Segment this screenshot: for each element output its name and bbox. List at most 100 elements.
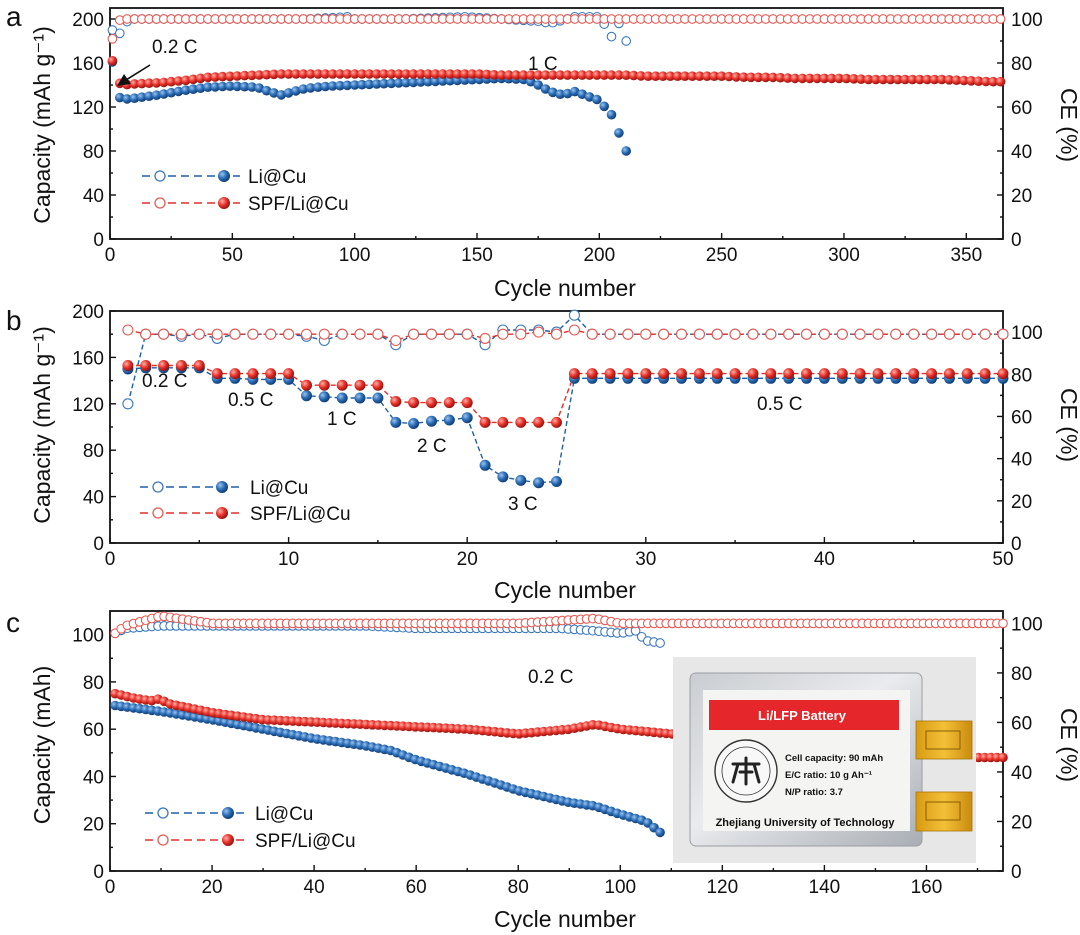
series-spf-li-cu-ce [107, 14, 1006, 44]
point-spf-li-cu-capacity [586, 368, 598, 380]
point-spf-li-cu-capacity [731, 72, 742, 82]
point-spf-li-cu-capacity [349, 69, 360, 79]
point-li-cu-capacity [386, 78, 397, 89]
point-li-cu-capacity [415, 77, 426, 87]
panel-b-marks [122, 309, 1009, 489]
point-li-cu-capacity [276, 90, 287, 100]
legend-marker-spf-li-cu-capacity [216, 507, 228, 519]
point-spf-li-cu-capacity [599, 70, 609, 80]
point-li-cu-capacity [445, 75, 455, 86]
point-li-cu-capacity [225, 81, 235, 91]
point-spf-li-cu-ce [568, 324, 580, 336]
point-spf-li-cu-capacity [217, 71, 228, 82]
point-spf-li-cu-capacity [265, 368, 277, 380]
point-spf-li-cu-ce [783, 328, 795, 340]
point-spf-li-cu-capacity [555, 70, 565, 80]
point-spf-li-cu-ce [211, 328, 223, 340]
point-li-cu-capacity [570, 86, 580, 97]
point-spf-li-cu-capacity [711, 368, 723, 380]
point-spf-li-cu-capacity [188, 74, 198, 85]
plot-frame [109, 610, 1004, 872]
point-spf-li-cu-ce [979, 328, 991, 340]
point-spf-li-cu-capacity [181, 75, 191, 86]
x-tick-label: 100 [339, 245, 371, 266]
point-spf-li-cu-capacity [944, 75, 954, 85]
point-spf-li-cu-capacity [872, 368, 884, 380]
point-li-cu-capacity [540, 84, 551, 94]
point-spf-li-cu-capacity [371, 69, 382, 79]
point-spf-li-cu-capacity [783, 368, 795, 380]
y2-tick-label: 100 [1011, 323, 1043, 344]
point-spf-li-cu-capacity [335, 69, 345, 79]
point-spf-li-cu-capacity [452, 69, 463, 79]
point-spf-li-cu-capacity [390, 396, 402, 407]
point-spf-li-cu-capacity [577, 70, 587, 80]
y2-tick-label: 0 [1011, 230, 1022, 251]
x-tick-label: 80 [508, 877, 529, 898]
point-li-cu-capacity [254, 83, 264, 93]
point-spf-li-cu-capacity [716, 71, 727, 81]
point-li-cu-ce [122, 398, 134, 410]
point-spf-li-cu-capacity [658, 368, 670, 380]
series-spf-li-cu-ce [122, 324, 1009, 347]
legend-entry-li-cu: Li@Cu [145, 804, 313, 825]
point-li-cu-capacity [232, 81, 242, 92]
point-spf-li-cu-capacity [959, 75, 969, 86]
point-spf-li-cu-capacity [988, 76, 998, 87]
point-spf-li-cu-capacity [621, 70, 631, 80]
point-spf-li-cu-capacity [122, 360, 134, 371]
point-spf-li-cu-capacity [474, 69, 485, 79]
point-li-cu-capacity [318, 391, 330, 403]
point-spf-li-cu-ce [604, 328, 616, 340]
annotation-arrow-line [125, 64, 151, 81]
legend-label-li-cu: Li@Cu [250, 478, 308, 499]
point-spf-li-cu-capacity [144, 78, 154, 88]
series-li-cu-capacity [122, 362, 1009, 489]
panel-c-annotation-0: 0.2 C [528, 667, 573, 688]
point-spf-li-cu-capacity [158, 360, 170, 371]
point-spf-li-cu-capacity [893, 74, 903, 85]
point-li-cu-capacity [497, 471, 509, 483]
point-spf-li-cu-capacity [261, 69, 272, 80]
panel-a-xlabel: Cycle number [494, 275, 636, 301]
point-spf-li-cu-capacity [775, 72, 786, 83]
panel-b-annotation-2: 1 C [327, 409, 357, 430]
battery-photo: Li/LFP Battery Cell capacity: 90 mAh E/C… [673, 657, 976, 863]
y-tick-label: 80 [83, 142, 104, 163]
y2-tick-label: 60 [1011, 407, 1032, 428]
point-spf-li-cu-capacity [636, 71, 646, 81]
point-spf-li-cu-capacity [408, 69, 419, 79]
point-spf-li-cu-capacity [195, 73, 206, 84]
point-li-cu-capacity [247, 82, 257, 92]
point-spf-li-cu-capacity [551, 416, 562, 428]
legend-entry-li-cu: Li@Cu [142, 167, 306, 188]
point-spf-li-cu-capacity [229, 368, 241, 380]
point-li-cu-capacity [479, 459, 491, 471]
point-spf-li-cu-capacity [479, 416, 491, 428]
point-spf-li-cu-capacity [841, 73, 852, 84]
battery-spec-line-0: Cell capacity: 90 mAh [785, 753, 883, 764]
y-tick-label: 120 [72, 98, 104, 119]
point-spf-li-cu-ce [425, 328, 438, 340]
point-spf-li-cu-capacity [584, 70, 595, 80]
point-spf-li-cu-capacity [430, 69, 441, 79]
point-li-cu-capacity [426, 415, 437, 427]
point-spf-li-cu-capacity [782, 73, 793, 83]
point-spf-li-cu-capacity [276, 69, 287, 79]
y2-tick-label: 60 [1011, 713, 1032, 734]
point-li-cu-capacity [122, 94, 132, 104]
point-spf-li-cu-ce [658, 328, 670, 340]
panel-b-annotation-3: 2 C [417, 436, 447, 457]
point-spf-li-cu-ce [533, 326, 545, 338]
y2-tick-label: 100 [1011, 614, 1043, 635]
point-li-cu-capacity [210, 82, 220, 92]
point-spf-li-cu-capacity [140, 360, 152, 371]
point-spf-li-cu-ce [247, 328, 259, 340]
x-tick-label: 200 [583, 245, 615, 266]
point-li-cu-capacity [533, 477, 545, 489]
point-spf-li-cu-capacity [943, 368, 955, 380]
point-spf-li-cu-capacity [445, 69, 455, 79]
point-li-cu-capacity [655, 827, 665, 838]
legend-marker-li-cu-ce [152, 481, 164, 493]
